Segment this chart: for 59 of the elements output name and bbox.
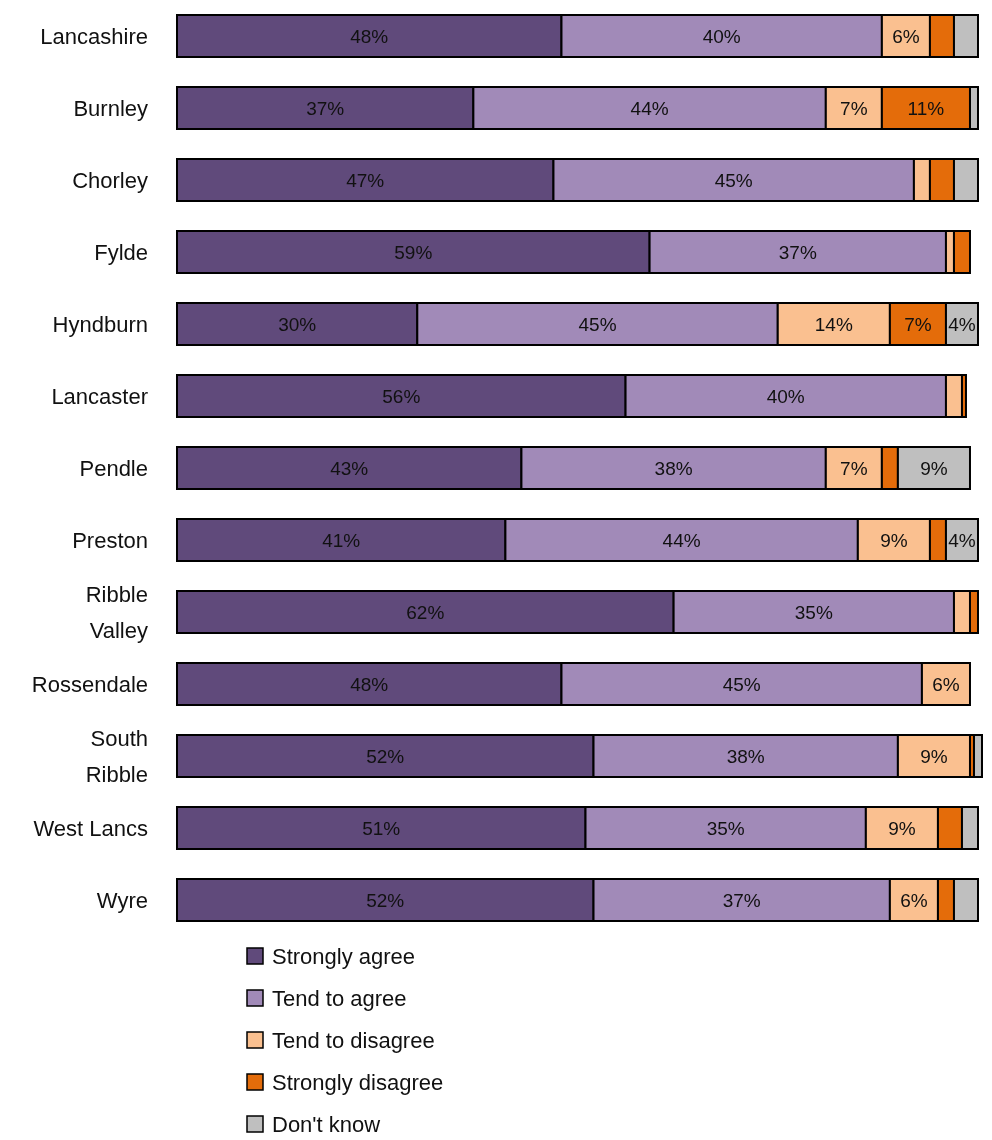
data-label: 48% [350, 25, 389, 47]
legend-label: Strongly disagree [272, 1069, 444, 1095]
data-label: 44% [630, 97, 669, 119]
y-tick-label: Lancaster [51, 383, 148, 409]
data-label: 62% [406, 601, 445, 623]
bar [972, 734, 983, 778]
data-label: 11% [907, 97, 945, 119]
data-label: 45% [722, 673, 761, 695]
legend-label: Don't know [272, 1111, 381, 1137]
data-label: 6% [900, 889, 928, 911]
y-tick-label: West Lancs [33, 815, 148, 841]
data-label: 59% [394, 241, 433, 263]
data-label: 37% [778, 241, 817, 263]
y-tick-label: Burnley [73, 95, 148, 121]
data-label: 38% [654, 457, 693, 479]
data-label: 4% [948, 529, 976, 551]
y-tick-label: Rossendale [31, 671, 148, 697]
y-tick-label: Fylde [94, 239, 148, 265]
data-label: 9% [880, 529, 908, 551]
data-label: 7% [840, 97, 868, 119]
data-label: 30% [278, 313, 317, 335]
y-tick-label: Lancashire [40, 23, 148, 49]
data-label: 44% [662, 529, 701, 551]
data-label: 45% [714, 169, 753, 191]
data-label: 47% [346, 169, 385, 191]
data-label: 14% [814, 313, 853, 335]
data-label: 35% [794, 601, 833, 623]
y-tick-label: Ribble Valley [85, 581, 148, 643]
data-label: 37% [722, 889, 761, 911]
data-label: 4% [948, 313, 976, 335]
y-tick-label: Chorley [72, 167, 148, 193]
data-label: 9% [920, 457, 948, 479]
legend-label: Tend to disagree [272, 1027, 435, 1053]
y-tick-label: Hyndburn [52, 311, 148, 337]
data-label: 45% [578, 313, 617, 335]
data-label: 9% [920, 745, 948, 767]
y-tick-label: Wyre [96, 887, 148, 913]
data-label: 40% [766, 385, 805, 407]
data-label: 38% [726, 745, 765, 767]
data-label: 52% [366, 745, 405, 767]
data-label: 7% [840, 457, 868, 479]
data-label: 40% [702, 25, 741, 47]
data-label: 52% [366, 889, 405, 911]
data-label: 37% [306, 97, 345, 119]
y-tick-label: South Ribble [85, 725, 148, 787]
data-label: 6% [892, 25, 920, 47]
data-label: 7% [904, 313, 932, 335]
data-label: 56% [382, 385, 421, 407]
legend-label: Tend to agree [272, 985, 407, 1011]
y-tick-label: Preston [72, 527, 148, 553]
data-label: 43% [330, 457, 369, 479]
legend-label: Strongly agree [272, 943, 416, 969]
data-label: 35% [706, 817, 745, 839]
data-label: 6% [932, 673, 960, 695]
y-tick-label: Pendle [79, 455, 148, 481]
data-label: 41% [322, 529, 361, 551]
data-label: 51% [362, 817, 401, 839]
data-label: 48% [350, 673, 389, 695]
data-label: 9% [888, 817, 916, 839]
